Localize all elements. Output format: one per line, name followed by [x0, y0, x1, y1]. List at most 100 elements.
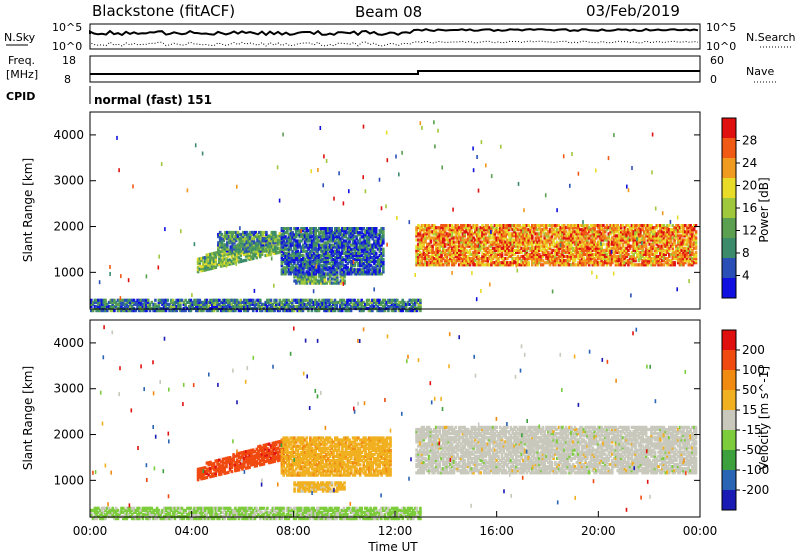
- heatmap-cell: [420, 224, 424, 228]
- heatmap-cell: [366, 229, 369, 233]
- heatmap-cell: [431, 254, 434, 259]
- heatmap-cell: [511, 257, 514, 261]
- heatmap-cell: [605, 254, 609, 259]
- heatmap-cell: [602, 230, 605, 234]
- heatmap-cell: [203, 300, 207, 304]
- heatmap-cell: [650, 234, 653, 238]
- heatmap-cell: [235, 254, 239, 258]
- heatmap-cell: [531, 250, 534, 254]
- heatmap-cell: [500, 254, 504, 259]
- heatmap-cell: [563, 232, 566, 236]
- heatmap-cell: [233, 239, 236, 243]
- heatmap-cell: [671, 232, 675, 236]
- heatmap-cell: [598, 232, 602, 236]
- heatmap-cell: [307, 233, 310, 237]
- heatmap-cell: [351, 270, 355, 274]
- heatmap-cell: [499, 240, 502, 244]
- heatmap-cell: [445, 238, 449, 242]
- heatmap-cell: [522, 236, 525, 240]
- heatmap-cell: [637, 259, 641, 263]
- heatmap-cell: [298, 251, 301, 255]
- heatmap-cell: [534, 236, 538, 240]
- heatmap-cell: [420, 226, 424, 230]
- heatmap-cell: [482, 232, 486, 236]
- heatmap-cell: [349, 298, 353, 302]
- heatmap-cell: [593, 242, 596, 246]
- heatmap-cell: [678, 234, 682, 238]
- heatmap-cell: [310, 298, 314, 302]
- heatmap-cell: [189, 309, 193, 313]
- heatmap-cell: [500, 248, 504, 252]
- heatmap-cell: [518, 234, 522, 238]
- heatmap-cell: [143, 304, 146, 309]
- heatmap-cell: [548, 263, 552, 267]
- heatmap-cell: [682, 248, 685, 252]
- heatmap-cell: [302, 260, 305, 264]
- heatmap-cell: [321, 243, 325, 247]
- heatmap-cell: [673, 238, 676, 242]
- heatmap-cell: [417, 224, 420, 228]
- heatmap-cell: [582, 232, 586, 236]
- heatmap-cell: [438, 230, 442, 234]
- heatmap-cell: [499, 234, 502, 238]
- heatmap-cell: [515, 248, 518, 252]
- heatmap-cell: [321, 264, 325, 268]
- heatmap-cell: [362, 309, 365, 313]
- heatmap-cell: [593, 232, 596, 236]
- heatmap-cell: [125, 298, 129, 302]
- heatmap-cell: [488, 254, 491, 259]
- heatmap-cell: [358, 300, 362, 304]
- heatmap-cell: [415, 232, 418, 236]
- heatmap-cell: [596, 244, 600, 248]
- heatmap-cell: [258, 230, 261, 235]
- heatmap-cell: [367, 266, 371, 270]
- heatmap-cell: [450, 259, 454, 263]
- heatmap-cell: [351, 231, 355, 235]
- heatmap-cell: [484, 246, 488, 250]
- heatmap-cell: [427, 246, 431, 250]
- heatmap-cell: [491, 257, 495, 261]
- heatmap-cell: [328, 239, 332, 243]
- heatmap-cell: [495, 248, 498, 252]
- heatmap-cell: [691, 242, 694, 246]
- noise-panel: N.Sky 10^5 10^0 10^5 10^0 N.Search: [4, 21, 796, 53]
- heatmap-cell: [589, 261, 593, 265]
- heatmap-cell: [472, 226, 475, 230]
- heatmap-cell: [422, 234, 426, 238]
- heatmap-cell: [248, 253, 251, 257]
- heatmap-cell: [687, 238, 691, 242]
- heatmap-cell: [682, 224, 685, 228]
- heatmap-cell: [276, 234, 280, 238]
- heatmap-cell: [259, 245, 263, 249]
- heatmap-cell: [344, 255, 348, 260]
- heatmap-cell: [458, 232, 461, 236]
- heatmap-cell: [466, 254, 470, 259]
- heatmap-cell: [660, 263, 664, 267]
- heatmap-cell: [619, 257, 623, 261]
- heatmap-cell: [429, 261, 433, 265]
- heatmap-cell: [293, 260, 296, 264]
- heatmap-cell: [479, 257, 482, 261]
- heatmap-cell: [538, 244, 541, 248]
- heatmap-cell: [358, 264, 362, 268]
- heatmap-cell: [669, 261, 673, 265]
- heatmap-cell: [280, 270, 284, 274]
- heatmap-cell: [211, 304, 214, 309]
- heatmap-cell: [616, 228, 619, 232]
- heatmap-cell: [694, 232, 698, 236]
- heatmap-cell: [434, 230, 438, 234]
- heatmap-cell: [600, 259, 603, 263]
- heatmap-cell: [687, 248, 691, 252]
- heatmap-cell: [612, 230, 616, 234]
- heatmap-cell: [618, 263, 621, 267]
- heatmap-cell: [422, 238, 426, 242]
- heatmap-cell: [420, 240, 424, 244]
- heatmap-cell: [636, 246, 639, 250]
- heatmap-cell: [436, 226, 440, 230]
- heatmap-cell: [296, 227, 300, 231]
- heatmap-cell: [493, 240, 497, 244]
- heatmap-cell: [216, 302, 219, 306]
- heatmap-cell: [243, 243, 247, 247]
- heatmap-cell: [296, 309, 299, 313]
- heatmap-cell: [348, 239, 351, 243]
